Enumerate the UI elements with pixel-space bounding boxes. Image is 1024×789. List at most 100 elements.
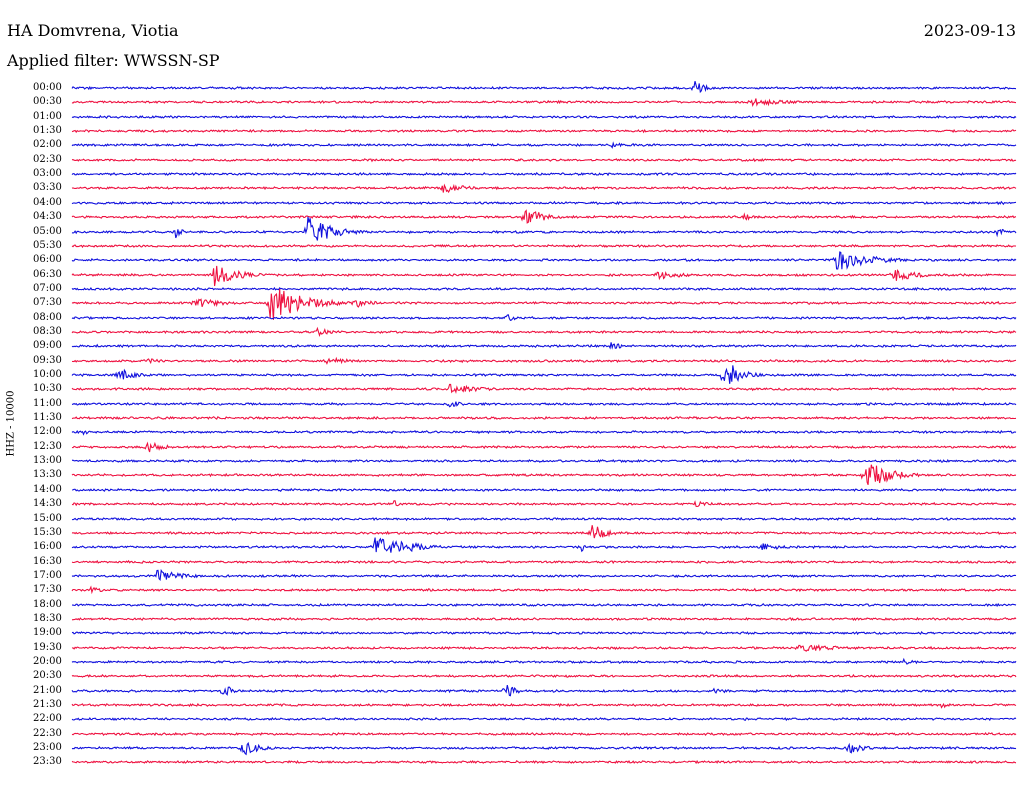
trace-row: 08:30: [0, 325, 1024, 339]
seismic-trace: [71, 684, 1017, 697]
seismic-trace: [71, 717, 1017, 722]
trace-row: 14:00: [0, 483, 1024, 497]
trace-row: 11:30: [0, 411, 1024, 425]
seismic-trace: [71, 81, 1017, 94]
time-label: 15:30: [33, 526, 62, 538]
trace-row: 16:00: [0, 537, 1024, 554]
trace-line: [72, 602, 1017, 607]
seismic-trace: [71, 441, 1017, 452]
trace-row: 05:30: [0, 239, 1024, 253]
time-label: 04:30: [33, 211, 62, 223]
trace-row: 15:00: [0, 512, 1024, 526]
trace-row: 22:00: [0, 712, 1024, 726]
time-label: 23:00: [33, 742, 62, 754]
seismic-trace: [72, 602, 1017, 607]
trace-line: [71, 464, 1017, 486]
trace-line: [71, 157, 1017, 163]
time-label: 02:00: [33, 139, 62, 151]
time-label: 21:30: [33, 699, 62, 711]
trace-row: 19:30: [0, 641, 1024, 655]
seismic-trace: [71, 487, 1017, 492]
trace-line: [71, 141, 1017, 150]
time-label: 09:30: [33, 354, 62, 366]
trace-line: [71, 500, 1017, 508]
trace-row: 20:00: [0, 655, 1024, 669]
seismic-trace: [71, 243, 1017, 248]
seismic-trace: [71, 559, 1017, 564]
trace-line: [71, 559, 1017, 564]
trace-row: 04:30: [0, 209, 1024, 224]
trace-row: 18:30: [0, 612, 1024, 626]
trace-row: 11:00: [0, 397, 1024, 411]
seismic-trace: [71, 183, 1017, 194]
trace-line: [71, 365, 1017, 384]
trace-row: 15:30: [0, 524, 1024, 540]
trace-line: [71, 487, 1017, 492]
time-label: 20:00: [33, 656, 62, 667]
trace-line: [71, 313, 1017, 321]
trace-line: [71, 128, 1017, 134]
seismic-trace: [71, 524, 1017, 539]
trace-line: [71, 616, 1017, 622]
seismic-trace: [71, 141, 1017, 150]
seismic-trace: [71, 172, 1017, 177]
seismic-trace: [71, 114, 1017, 119]
time-label: 19:30: [33, 641, 62, 653]
trace-line: [71, 401, 1017, 408]
trace-row: 23:00: [0, 741, 1024, 756]
trace-line: [71, 200, 1017, 206]
trace-line: [71, 684, 1017, 697]
trace-row: 13:30: [0, 464, 1024, 486]
seismic-trace: [71, 643, 1017, 652]
filter-label: Applied filter: WWSSN-SP: [7, 51, 220, 70]
time-label: 05:00: [33, 225, 62, 237]
seismic-trace: [71, 631, 1017, 636]
trace-line: [71, 741, 1017, 756]
time-label: 04:00: [33, 196, 62, 208]
time-label: 02:30: [33, 153, 62, 165]
trace-line: [71, 81, 1017, 94]
seismic-trace: [71, 537, 1017, 553]
time-label: 00:00: [33, 82, 62, 93]
time-label: 18:00: [33, 598, 62, 610]
seismic-trace: [71, 251, 1017, 271]
trace-row: 18:00: [0, 598, 1024, 612]
trace-row: 02:30: [0, 153, 1024, 167]
time-label: 22:30: [33, 727, 62, 739]
trace-line: [71, 524, 1017, 539]
seismic-trace: [71, 313, 1017, 321]
seismic-trace: [71, 216, 1017, 241]
trace-row: 07:00: [0, 282, 1024, 296]
seismic-trace: [71, 702, 1017, 709]
time-label: 08:30: [33, 325, 62, 337]
seismic-trace: [71, 200, 1017, 206]
time-label: 05:30: [33, 239, 62, 251]
seismic-trace: [71, 365, 1017, 384]
trace-row: 14:30: [0, 497, 1024, 511]
trace-line: [71, 760, 1017, 765]
trace-line: [71, 585, 1017, 595]
time-label: 11:00: [33, 397, 62, 409]
trace-line: [71, 702, 1017, 709]
seismic-trace: [71, 516, 1016, 521]
trace-line: [71, 516, 1016, 521]
trace-row: 21:30: [0, 698, 1024, 712]
trace-line: [71, 289, 1017, 321]
seismic-trace: [71, 616, 1017, 622]
trace-row: 13:00: [0, 454, 1024, 468]
seismic-trace: [71, 657, 1017, 665]
time-label: 13:00: [33, 455, 62, 467]
trace-line: [71, 183, 1017, 194]
trace-line: [71, 326, 1017, 337]
trace-line: [71, 537, 1017, 553]
time-label: 17:30: [33, 584, 62, 596]
trace-row: 06:00: [0, 251, 1024, 271]
trace-line: [71, 631, 1017, 636]
trace-line: [71, 568, 1017, 581]
seismic-trace: [71, 415, 1017, 421]
trace-row: 08:00: [0, 311, 1024, 325]
time-label: 16:30: [33, 555, 62, 567]
time-label: 00:30: [33, 96, 62, 108]
trace-line: [71, 342, 1017, 351]
time-label: 14:00: [33, 483, 62, 495]
